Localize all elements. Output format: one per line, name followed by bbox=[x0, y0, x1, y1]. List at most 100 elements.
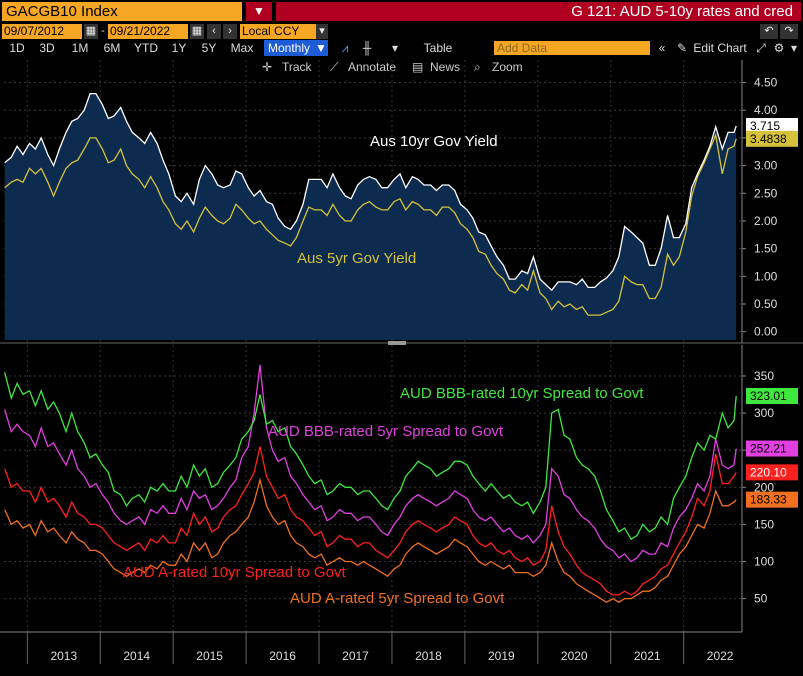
series-line-bbb5 bbox=[4, 364, 737, 563]
expand-icon[interactable]: ⤢ bbox=[756, 41, 766, 55]
series-label-a10: AUD A-rated 10yr Spread to Govt bbox=[123, 564, 346, 581]
chevron-down-icon[interactable]: ▾ bbox=[391, 41, 399, 55]
period-3d-button[interactable]: 3D bbox=[39, 41, 55, 55]
y-tick-label-bottom: 200 bbox=[754, 480, 774, 494]
track-button[interactable]: Track bbox=[282, 60, 312, 74]
undo-icon[interactable]: ↶ bbox=[760, 24, 778, 39]
y-tick-label-bottom: 300 bbox=[754, 406, 774, 420]
last-value-aus10: 3.715 bbox=[750, 119, 780, 133]
period-1y-button[interactable]: 1Y bbox=[171, 41, 187, 55]
y-tick-label-top: 3.00 bbox=[754, 159, 778, 173]
pencil-icon[interactable]: ✎ bbox=[676, 41, 688, 55]
x-tick-label: 2020 bbox=[561, 649, 588, 663]
crosshair-icon[interactable]: ✛ bbox=[262, 60, 273, 74]
calendar-icon[interactable]: ▦ bbox=[190, 24, 204, 39]
y-tick-label-top: 4.50 bbox=[754, 76, 778, 90]
series-label-aus10: Aus 10yr Gov Yield bbox=[370, 133, 498, 150]
x-tick-label: 2013 bbox=[50, 649, 77, 663]
x-tick-label: 2014 bbox=[123, 649, 150, 663]
x-tick-label: 2021 bbox=[634, 649, 661, 663]
series-label-bbb5: AUD BBB-rated 5yr Spread to Govt bbox=[268, 423, 504, 440]
y-tick-label-top: 2.50 bbox=[754, 186, 778, 200]
y-tick-label-top: 4.00 bbox=[754, 103, 778, 117]
chevron-down-icon[interactable]: ▾ bbox=[316, 24, 328, 39]
period-ytd-button[interactable]: YTD bbox=[134, 41, 158, 55]
last-value-a10-bg bbox=[746, 464, 798, 481]
last-value-a10: 220.10 bbox=[750, 465, 787, 479]
line-chart-icon[interactable]: ⩘ bbox=[341, 41, 349, 55]
annotate-icon[interactable]: ⟋ bbox=[330, 60, 339, 74]
period-1d-button[interactable]: 1D bbox=[9, 41, 25, 55]
series-label-a5: AUD A-rated 5yr Spread to Govt bbox=[290, 590, 505, 607]
last-value-aus10-bg bbox=[746, 118, 798, 135]
frequency-select[interactable]: Monthly bbox=[264, 40, 314, 56]
series-label-bbb10: AUD BBB-rated 10yr Spread to Govt bbox=[400, 385, 644, 402]
chart-axes: 0.000.501.001.502.002.503.003.504.004.50… bbox=[0, 60, 803, 664]
last-value-bbb5-bg bbox=[746, 440, 798, 457]
prev-arrow-icon[interactable]: ‹ bbox=[207, 24, 221, 39]
gear-icon[interactable]: ⚙ bbox=[773, 41, 785, 55]
period-6m-button[interactable]: 6M bbox=[103, 41, 121, 55]
last-value-a5-bg bbox=[746, 491, 798, 508]
period-1m-button[interactable]: 1M bbox=[71, 41, 89, 55]
x-tick-label: 2016 bbox=[269, 649, 296, 663]
y-tick-label-top: 0.50 bbox=[754, 297, 778, 311]
series-line-a5 bbox=[4, 477, 737, 604]
news-icon[interactable]: ▤ bbox=[412, 60, 424, 74]
series-line-aus10 bbox=[4, 92, 737, 292]
bottom-panel-grid bbox=[4, 375, 742, 600]
period-max-button[interactable]: Max bbox=[230, 41, 254, 55]
tools-bar: ✛ Track ⟋ Annotate ▤ News ⌕ Zoom bbox=[0, 58, 803, 76]
end-date-input[interactable]: 09/21/2022 bbox=[108, 24, 188, 39]
chevron-down-icon[interactable]: ▾ bbox=[790, 41, 798, 55]
start-date-input[interactable]: 09/07/2012 bbox=[2, 24, 82, 39]
panel-resize-handle bbox=[388, 341, 406, 345]
table-button[interactable]: Table bbox=[423, 41, 453, 55]
y-tick-label-bottom: 100 bbox=[754, 555, 774, 569]
series-line-aus5 bbox=[4, 132, 737, 316]
zoom-button[interactable]: Zoom bbox=[492, 60, 523, 74]
last-value-bbb10-bg bbox=[746, 388, 798, 405]
y-tick-label-top: 1.00 bbox=[754, 269, 778, 283]
chart-marks bbox=[4, 92, 737, 604]
y-tick-label-bottom: 150 bbox=[754, 517, 774, 531]
period-5y-button[interactable]: 5Y bbox=[201, 41, 217, 55]
y-tick-label-top: 0.00 bbox=[754, 325, 778, 339]
currency-select[interactable]: Local CCY bbox=[240, 24, 316, 39]
last-value-bbb5: 252.21 bbox=[750, 442, 787, 456]
x-tick-label: 2017 bbox=[342, 649, 369, 663]
x-tick-label: 2022 bbox=[707, 649, 734, 663]
news-button[interactable]: News bbox=[430, 60, 461, 74]
period-bar: 1D 3D 1M 6M YTD 1Y 5Y Max Monthly ▼ ⩘ ╫ … bbox=[0, 40, 803, 57]
last-value-a5: 183.33 bbox=[750, 493, 787, 507]
area-fill-aus10 bbox=[4, 93, 737, 340]
redo-icon[interactable]: ↷ bbox=[780, 24, 798, 39]
collapse-icon[interactable]: « bbox=[658, 41, 666, 55]
ticker-field[interactable]: GACGB10 Index bbox=[2, 2, 242, 21]
bar-chart-icon[interactable]: ╫ bbox=[362, 41, 372, 55]
header-bar: GACGB10 Index ▼ G 121: AUD 5-10y rates a… bbox=[0, 0, 803, 23]
series-line-bbb10 bbox=[4, 372, 737, 541]
date-bar: 09/07/2012 ▦ - 09/21/2022 ▦ ‹ › Local CC… bbox=[0, 23, 803, 40]
date-dash: - bbox=[101, 25, 105, 37]
series-label-aus5: Aus 5yr Gov Yield bbox=[297, 250, 416, 267]
last-value-bbb10: 323.01 bbox=[750, 389, 787, 403]
edit-chart-button[interactable]: Edit Chart bbox=[693, 41, 747, 55]
x-tick-label: 2018 bbox=[415, 649, 442, 663]
zoom-icon[interactable]: ⌕ bbox=[474, 60, 481, 74]
chevron-down-icon[interactable]: ▼ bbox=[314, 40, 328, 56]
calendar-icon[interactable]: ▦ bbox=[84, 24, 98, 39]
y-tick-label-bottom: 50 bbox=[754, 592, 768, 606]
x-tick-label: 2019 bbox=[488, 649, 515, 663]
next-arrow-icon[interactable]: › bbox=[223, 24, 237, 39]
chart-title: G 121: AUD 5-10y rates and cred bbox=[276, 2, 801, 21]
ticker-dropdown-button[interactable]: ▼ bbox=[246, 2, 272, 21]
series-line-a10 bbox=[4, 446, 737, 596]
x-tick-label: 2015 bbox=[196, 649, 223, 663]
last-value-aus5-bg bbox=[746, 130, 798, 147]
annotate-button[interactable]: Annotate bbox=[348, 60, 397, 74]
add-data-input[interactable]: Add Data bbox=[494, 41, 650, 55]
last-value-aus5: 3.4838 bbox=[750, 132, 787, 146]
y-tick-label-top: 2.00 bbox=[754, 214, 778, 228]
